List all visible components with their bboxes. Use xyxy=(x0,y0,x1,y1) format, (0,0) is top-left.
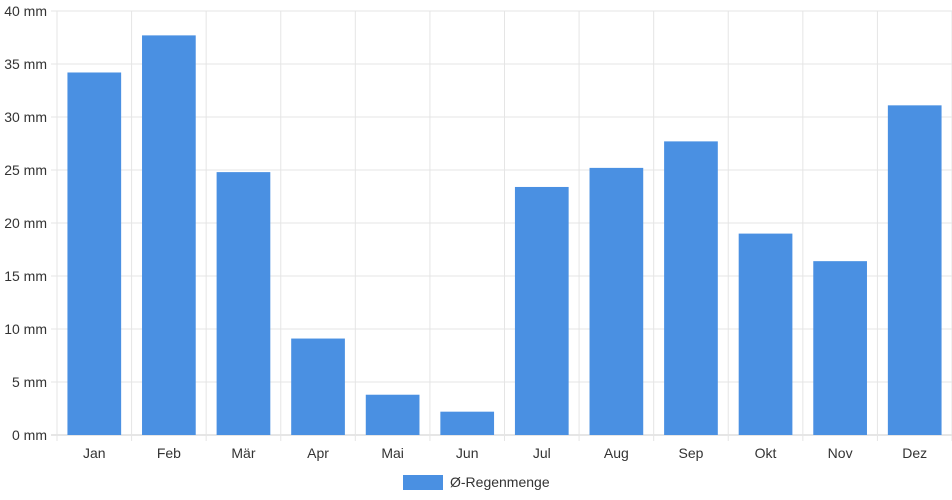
y-tick-label: 5 mm xyxy=(12,374,47,390)
bar-dez[interactable] xyxy=(887,105,942,435)
x-tick-label: Okt xyxy=(755,445,777,461)
x-tick-label: Aug xyxy=(604,445,629,461)
x-tick-label: Jan xyxy=(83,445,106,461)
bar-jul[interactable] xyxy=(514,186,569,435)
x-axis-ticks: Jan Feb Mär Apr Mai Jun Jul Aug Sep Okt Nov Dez xyxy=(83,445,927,461)
x-tick-label: Sep xyxy=(678,445,703,461)
bar-jun[interactable] xyxy=(440,411,495,435)
x-tick-label: Mai xyxy=(381,445,404,461)
bar-mär[interactable] xyxy=(216,172,271,435)
x-tick-label: Jul xyxy=(533,445,551,461)
legend-swatch xyxy=(403,475,443,490)
legend-label: Ø-Regenmenge xyxy=(450,474,550,490)
x-tick-label: Mär xyxy=(231,445,255,461)
bar-jan[interactable] xyxy=(67,72,122,435)
bar-mai[interactable] xyxy=(365,394,420,435)
x-tick-label: Nov xyxy=(828,445,853,461)
y-tick-label: 20 mm xyxy=(4,215,47,231)
y-tick-label: 30 mm xyxy=(4,109,47,125)
chart-bars xyxy=(67,35,942,435)
bar-aug[interactable] xyxy=(589,167,644,435)
y-tick-label: 15 mm xyxy=(4,268,47,284)
bar-nov[interactable] xyxy=(813,261,867,435)
y-tick-label: 40 mm xyxy=(4,3,47,19)
y-axis-ticks: 0 mm 5 mm 10 mm 15 mm 20 mm 25 mm 30 mm 35 mm 40… xyxy=(4,3,47,443)
y-tick-label: 10 mm xyxy=(4,321,47,337)
bar-feb[interactable] xyxy=(142,35,196,435)
bar-sep[interactable] xyxy=(664,141,718,435)
x-tick-label: Apr xyxy=(307,445,329,461)
bar-okt[interactable] xyxy=(738,233,793,435)
y-tick-label: 0 mm xyxy=(12,427,47,443)
x-tick-label: Jun xyxy=(456,445,479,461)
y-tick-label: 35 mm xyxy=(4,56,47,72)
x-tick-label: Feb xyxy=(157,445,181,461)
x-tick-label: Dez xyxy=(902,445,927,461)
bar-apr[interactable] xyxy=(291,338,345,435)
y-tick-label: 25 mm xyxy=(4,162,47,178)
chart-legend[interactable]: Ø-Regenmenge xyxy=(403,474,550,490)
chart-grid xyxy=(51,10,952,441)
